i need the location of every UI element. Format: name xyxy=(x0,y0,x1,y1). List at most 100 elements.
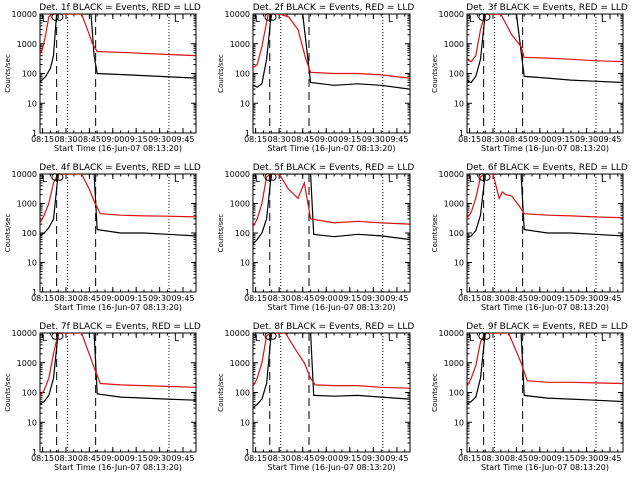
x-tick-label: 08:15 xyxy=(244,454,267,463)
y-tick-label: 10 xyxy=(27,259,37,268)
x-tick-label: 09:30 xyxy=(575,135,598,144)
panel-title: Det. 8f BLACK = Events, RED = LLD xyxy=(253,322,415,332)
plot-area xyxy=(467,14,623,84)
y-tick-label: 1 xyxy=(245,448,250,457)
panel-6: Det. 6f BLACK = Events, RED = LLD 1 10 100 1… xyxy=(431,163,628,312)
x-tick-label: 09:30 xyxy=(575,454,598,463)
x-axis-label: Start Time (16-Jun-07 08:13:20) xyxy=(54,144,182,153)
x-tick-label: 09:45 xyxy=(171,294,194,303)
x-tick-label: 08:45 xyxy=(291,135,314,144)
series-lld-line xyxy=(467,174,623,220)
plot-area xyxy=(253,174,410,246)
x-tick-label: 08:45 xyxy=(291,294,314,303)
x-tick-label: 09:15 xyxy=(552,135,575,144)
x-tick-label: 09:45 xyxy=(385,294,408,303)
y-tick-label: 10000 xyxy=(439,10,464,19)
x-axis-label: Start Time (16-Jun-07 08:13:20) xyxy=(268,463,396,472)
event-marker-circle xyxy=(269,13,277,21)
y-axis-label: Counts/sec xyxy=(217,214,225,253)
x-axis-label: Start Time (16-Jun-07 08:13:20) xyxy=(54,463,182,472)
x-tick-label: 09:30 xyxy=(362,294,385,303)
x-tick-label: 08:15 xyxy=(244,135,267,144)
y-tick-label: 100 xyxy=(449,229,464,238)
corner-mark: L xyxy=(601,175,606,185)
x-tick-label: 08:30 xyxy=(481,454,504,463)
series-lld-line xyxy=(40,333,196,398)
y-axis-label: Counts/sec xyxy=(4,54,12,93)
event-marker-circle xyxy=(483,13,491,21)
y-tick-label: 10000 xyxy=(225,170,250,179)
x-tick-label: 09:15 xyxy=(552,294,575,303)
x-tick-label: 09:30 xyxy=(575,294,598,303)
y-tick-label: 10 xyxy=(27,99,37,108)
x-tick-label: 08:30 xyxy=(268,294,291,303)
plot-frame xyxy=(252,332,411,453)
y-tick-label: 1000 xyxy=(230,200,250,209)
x-tick-label: 08:30 xyxy=(54,294,77,303)
y-tick-label: 1 xyxy=(245,288,250,297)
event-marker-circle xyxy=(483,332,491,340)
plot-frame xyxy=(39,13,197,134)
panel-title: Det. 5f BLACK = Events, RED = LLD xyxy=(253,163,415,173)
series-events-line xyxy=(253,174,410,246)
x-tick-label: 08:45 xyxy=(505,294,528,303)
corner-mark: L xyxy=(469,175,474,185)
corner-mark: L xyxy=(42,334,47,344)
panel-9: Det. 9f BLACK = Events, RED = LLD 1 10 100 1… xyxy=(431,322,628,472)
x-tick-label: 08:30 xyxy=(268,135,291,144)
x-tick-label: 08:45 xyxy=(78,454,101,463)
corner-mark: L xyxy=(388,334,393,344)
x-axis-label: Start Time (16-Jun-07 08:13:20) xyxy=(481,144,609,153)
x-tick-label: 09:15 xyxy=(552,454,575,463)
x-tick-label: 09:30 xyxy=(148,135,171,144)
y-tick-label: 1 xyxy=(245,129,250,138)
y-tick-label: 10000 xyxy=(12,10,37,19)
corner-mark: L xyxy=(174,175,179,185)
series-events-line xyxy=(467,333,623,405)
x-tick-label: 09:45 xyxy=(171,454,194,463)
series-events-line xyxy=(467,14,623,84)
x-tick-label: 08:30 xyxy=(481,294,504,303)
y-tick-label: 10000 xyxy=(225,329,250,338)
y-tick-label: 1 xyxy=(32,288,37,297)
event-marker-circle xyxy=(269,173,277,181)
y-axis-label: Counts/sec xyxy=(217,54,225,93)
corner-mark: L xyxy=(601,15,606,25)
x-tick-label: 09:00 xyxy=(528,294,551,303)
series-lld-line xyxy=(467,333,623,388)
y-tick-label: 1 xyxy=(32,129,37,138)
y-tick-label: 100 xyxy=(22,70,37,79)
y-tick-label: 10000 xyxy=(12,170,37,179)
x-tick-label: 08:30 xyxy=(54,135,77,144)
x-axis-label: Start Time (16-Jun-07 08:13:20) xyxy=(481,463,609,472)
corner-mark: L xyxy=(469,15,474,25)
x-tick-label: 09:00 xyxy=(315,454,338,463)
event-marker-circle xyxy=(483,173,491,181)
y-tick-label: 1 xyxy=(32,448,37,457)
x-tick-label: 09:00 xyxy=(101,135,124,144)
panel-title: Det. 3f BLACK = Events, RED = LLD xyxy=(466,3,628,13)
x-tick-label: 08:15 xyxy=(31,135,54,144)
x-tick-label: 08:30 xyxy=(268,454,291,463)
y-tick-label: 1000 xyxy=(17,359,37,368)
x-tick-label: 09:30 xyxy=(148,294,171,303)
corner-mark: L xyxy=(388,175,393,185)
x-axis-label: Start Time (16-Jun-07 08:13:20) xyxy=(268,144,396,153)
x-axis-label: Start Time (16-Jun-07 08:13:20) xyxy=(268,303,396,312)
y-tick-label: 100 xyxy=(22,389,37,398)
y-tick-label: 10000 xyxy=(225,10,250,19)
y-axis-label: Counts/sec xyxy=(4,373,12,412)
x-tick-label: 08:45 xyxy=(78,294,101,303)
corner-mark: L xyxy=(174,334,179,344)
event-marker-circle xyxy=(264,332,272,340)
panel-title: Det. 6f BLACK = Events, RED = LLD xyxy=(466,163,628,173)
x-tick-label: 08:15 xyxy=(458,454,481,463)
plot-area xyxy=(40,14,196,83)
x-axis-label: Start Time (16-Jun-07 08:13:20) xyxy=(54,303,182,312)
event-marker-circle xyxy=(478,332,486,340)
y-tick-label: 1000 xyxy=(17,40,37,49)
x-tick-label: 09:15 xyxy=(338,454,361,463)
corner-mark: L xyxy=(255,175,260,185)
panel-title: Det. 9f BLACK = Events, RED = LLD xyxy=(466,322,628,332)
series-lld-line xyxy=(40,174,196,225)
